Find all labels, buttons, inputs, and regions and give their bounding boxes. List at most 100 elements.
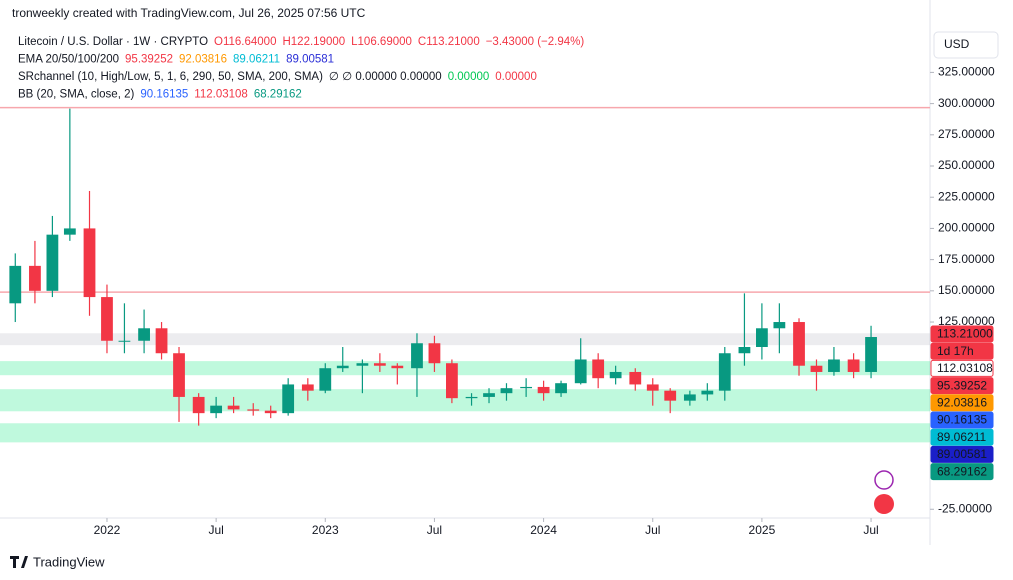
currency-button[interactable] bbox=[933, 31, 999, 59]
candle-body bbox=[592, 359, 605, 379]
candle-body bbox=[483, 393, 495, 397]
x-tick-label: Jul bbox=[427, 523, 442, 537]
price-badge-label: 113.21000 bbox=[937, 327, 993, 341]
y-tick-label: 275.00000 bbox=[938, 127, 995, 141]
candle-body bbox=[101, 297, 113, 341]
candle-body bbox=[500, 388, 513, 394]
legend-item: ∅ ∅ 0.00000 0.00000 bbox=[329, 71, 442, 83]
candle-body bbox=[520, 386, 533, 389]
candle-body bbox=[247, 409, 260, 411]
candle-body bbox=[646, 384, 659, 391]
brand: TradingView bbox=[33, 554, 105, 569]
price-badge-label: 1d 17h bbox=[937, 344, 974, 358]
x-tick-label: 2023 bbox=[312, 523, 339, 537]
candle-body bbox=[701, 390, 714, 395]
candle-body bbox=[63, 228, 76, 235]
candle-body bbox=[356, 363, 369, 366]
candle-body bbox=[810, 365, 823, 372]
candle-body bbox=[373, 363, 386, 366]
candle-body bbox=[192, 396, 205, 414]
price-badge-label: 89.00581 bbox=[937, 447, 987, 461]
x-tick-label: Jul bbox=[208, 523, 223, 537]
price-badge bbox=[930, 445, 994, 463]
candle-body bbox=[138, 328, 150, 341]
attribution: tronweekly created with TradingView.com,… bbox=[12, 6, 366, 20]
candle-body bbox=[847, 359, 860, 372]
price-badge-label: 95.39252 bbox=[937, 378, 987, 392]
y-tick-label: 150.00000 bbox=[938, 283, 995, 297]
candle-body bbox=[629, 371, 642, 385]
y-tick-label: -25.00000 bbox=[938, 501, 992, 515]
candle-body bbox=[282, 384, 295, 414]
candle-body bbox=[83, 228, 96, 298]
candle-body bbox=[574, 359, 587, 384]
candle-body bbox=[118, 340, 131, 342]
zone bbox=[0, 389, 930, 412]
candle-body bbox=[29, 265, 41, 291]
candle-body bbox=[793, 322, 805, 366]
legend-item: O116.64000 bbox=[214, 36, 276, 48]
price-badge bbox=[930, 428, 994, 446]
legend-item: EMA 20/50/100/200 bbox=[18, 54, 119, 66]
price-badge-label: 68.29162 bbox=[937, 464, 987, 478]
candle-body bbox=[46, 234, 59, 291]
x-tick-label: Jul bbox=[863, 523, 878, 537]
candle-body bbox=[555, 383, 567, 394]
legend-item: H122.19000 bbox=[282, 36, 345, 48]
candle-body bbox=[664, 390, 677, 401]
candle-body bbox=[210, 405, 223, 414]
zone bbox=[0, 361, 930, 376]
price-badge bbox=[930, 377, 994, 395]
candle-body bbox=[828, 359, 840, 372]
legend-item: 90.16135 bbox=[140, 89, 188, 101]
candle-body bbox=[609, 371, 622, 379]
legend-line: SRchannel (10, High/Low, 5, 1, 6, 290, 5… bbox=[18, 71, 537, 83]
candle-body bbox=[227, 405, 240, 410]
legend-item: −3.43000 (−2.94%) bbox=[486, 36, 585, 48]
candle-body bbox=[411, 343, 423, 369]
legend-line: Litecoin / U.S. Dollar · 1W · CRYPTO O116… bbox=[18, 36, 584, 48]
legend-item: 92.03816 bbox=[179, 54, 227, 66]
candle-body bbox=[773, 322, 786, 329]
legend-line: BB (20, SMA, close, 2) 90.16135 112.03108 6… bbox=[18, 89, 302, 101]
price-badge bbox=[930, 342, 994, 360]
y-tick-label: 175.00000 bbox=[938, 252, 995, 266]
x-tick-label: 2022 bbox=[94, 523, 121, 537]
candle-body bbox=[319, 368, 332, 391]
candle-body bbox=[173, 353, 185, 397]
candle-body bbox=[738, 346, 751, 354]
legend-item: 95.39252 bbox=[125, 54, 173, 66]
legend-item: L106.69000 bbox=[351, 36, 412, 48]
legend-item: 89.00581 bbox=[286, 54, 334, 66]
price-badge-label: 90.16135 bbox=[937, 413, 987, 427]
candle-body bbox=[155, 328, 168, 354]
y-tick-label: 200.00000 bbox=[938, 221, 995, 235]
y-tick-label: 325.00000 bbox=[938, 65, 995, 79]
legend-item: 0.00000 bbox=[448, 71, 490, 83]
candle-body bbox=[718, 353, 731, 391]
candle-body bbox=[683, 394, 696, 401]
legend-item: C113.21000 bbox=[418, 36, 480, 48]
candle-body bbox=[446, 363, 458, 399]
price-badge bbox=[930, 359, 994, 377]
legend-item: SRchannel (10, High/Low, 5, 1, 6, 290, 5… bbox=[18, 71, 323, 83]
candle-body bbox=[465, 396, 478, 399]
x-tick-label: Jul bbox=[645, 523, 660, 537]
price-badge bbox=[930, 325, 994, 343]
legend-item: 112.03108 bbox=[194, 89, 248, 101]
y-tick-label: 300.00000 bbox=[938, 96, 995, 110]
price-badge bbox=[930, 411, 994, 429]
candle-body bbox=[865, 337, 877, 372]
legend-item: BB (20, SMA, close, 2) bbox=[18, 89, 134, 101]
candle-body bbox=[9, 265, 22, 304]
candle-body bbox=[428, 343, 441, 364]
x-tick-label: 2025 bbox=[749, 523, 776, 537]
candle-body bbox=[391, 365, 404, 369]
price-badge bbox=[930, 394, 994, 412]
price-badge-label: 92.03816 bbox=[937, 395, 987, 409]
legend-line: EMA 20/50/100/200 95.39252 92.03816 89.0621… bbox=[18, 54, 334, 66]
price-badge-label: 112.03108 bbox=[937, 361, 993, 375]
legend-item: 0.00000 bbox=[495, 71, 537, 83]
